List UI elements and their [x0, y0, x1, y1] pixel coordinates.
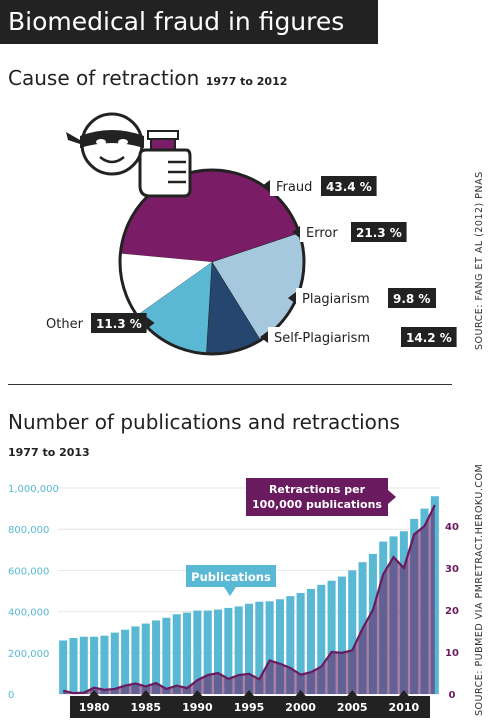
left-axis-tick: 600,000	[8, 566, 49, 577]
right-axis-ticks: 0 10 20 30 40	[445, 522, 459, 701]
pie-label-value: 9.8 %	[393, 292, 430, 306]
left-axis-tick: 0	[8, 690, 14, 701]
pie-label-value: 43.4 %	[326, 180, 372, 194]
publications-bar	[214, 609, 223, 694]
left-axis-tick: 200,000	[8, 649, 49, 660]
publications-bar	[275, 599, 284, 694]
publications-bar	[327, 580, 336, 694]
publications-bar	[183, 612, 192, 694]
pie-slice-other	[119, 253, 212, 316]
pie-label-value: 21.3 %	[356, 226, 402, 240]
pie-label-error: Error 21.3 %	[292, 222, 407, 242]
publications-bar	[172, 614, 181, 694]
x-axis-tick: 1990	[182, 701, 213, 714]
pie-label-name: Fraud	[276, 180, 312, 195]
retractions-line	[62, 504, 436, 695]
pie-labels: Fraud 43.4 % Error 21.3 % Plagiarism 9.8 % Sel…	[40, 176, 457, 347]
publications-bar	[141, 623, 150, 694]
publications-bar	[296, 593, 305, 694]
x-axis-tick: 1980	[79, 701, 110, 714]
publications-bar	[255, 601, 264, 694]
publications-bar	[286, 596, 295, 694]
publications-bar	[90, 636, 99, 694]
x-axis-tick: 2000	[285, 701, 316, 714]
publications-bar	[306, 588, 315, 694]
pie-label-name: Self-Plagiarism	[274, 331, 370, 346]
publications-bar	[203, 610, 212, 694]
pie-label-plagiarism: Plagiarism 9.8 %	[288, 288, 436, 308]
publications-bar	[317, 584, 326, 694]
left-axis-ticks: 0 200,000 400,000 600,000 800,000 1,000,000	[8, 484, 59, 701]
section-divider	[8, 384, 452, 385]
publications-bar	[110, 632, 119, 694]
pie-label-other: Other 11.3 %	[40, 313, 155, 333]
right-axis-tick: 10	[445, 648, 459, 659]
retractions-label-line2: 100,000 publications	[252, 498, 382, 511]
pie-section-title: Cause of retraction 1977 to 2012	[8, 66, 287, 90]
x-axis-ticks: 1980 1985 1990 1995 2000 2005 2010	[70, 690, 430, 718]
bar-chart-subtitle: 1977 to 2013	[8, 446, 90, 459]
retractions-area	[63, 505, 435, 694]
retractions-line-path	[62, 504, 436, 695]
left-axis-tick: 400,000	[8, 608, 49, 619]
retractions-label-line1: Retractions per	[269, 483, 366, 496]
pie-label-name: Plagiarism	[302, 292, 370, 307]
pie-label-value: 11.3 %	[96, 317, 142, 331]
publications-bar	[69, 637, 78, 694]
publications-bar	[162, 617, 171, 694]
publications-bar	[244, 603, 254, 694]
left-axis-tick: 800,000	[8, 525, 49, 536]
publications-bar	[121, 629, 130, 694]
publications-bar	[152, 620, 161, 694]
publications-bar	[131, 626, 140, 694]
right-axis-tick: 0	[449, 690, 456, 701]
publications-bar	[265, 601, 274, 694]
pie-label-fraud: Fraud 43.4 %	[262, 176, 377, 196]
pie-label-value: 14.2 %	[406, 331, 452, 345]
publications-bar	[79, 636, 88, 694]
left-axis-tick: 1,000,000	[8, 484, 59, 495]
x-axis-tick: 2005	[337, 701, 368, 714]
publications-bar	[234, 606, 243, 694]
flask-in-hand-icon	[138, 130, 192, 198]
publications-bar	[59, 640, 68, 694]
masked-face-icon	[66, 112, 144, 176]
x-axis-tick: 1995	[234, 701, 265, 714]
right-axis-tick: 40	[445, 522, 459, 533]
publications-callout: Publications	[186, 565, 276, 596]
publications-bar	[193, 610, 202, 694]
pie-label-name: Other	[46, 317, 84, 332]
publications-bar	[348, 570, 357, 694]
pie-label-self-plagiarism: Self-Plagiarism 14.2 %	[260, 327, 457, 347]
x-axis-tick: 1985	[130, 701, 161, 714]
pie-title: Cause of retraction	[8, 66, 200, 90]
bar-chart-title: Number of publications and retractions	[8, 410, 400, 434]
publications-bar	[100, 635, 109, 694]
publications-label: Publications	[191, 570, 271, 584]
retractions-callout: Retractions per 100,000 publications	[246, 478, 396, 516]
x-axis-tick: 2010	[389, 701, 420, 714]
publications-bar	[224, 607, 233, 694]
page-title: Biomedical fraud in figures	[0, 0, 378, 44]
right-axis-tick: 20	[445, 606, 459, 617]
publications-bar	[337, 576, 346, 694]
pie-subtitle: 1977 to 2012	[205, 75, 288, 88]
pie-label-name: Error	[306, 226, 338, 241]
right-axis-tick: 30	[445, 564, 459, 575]
